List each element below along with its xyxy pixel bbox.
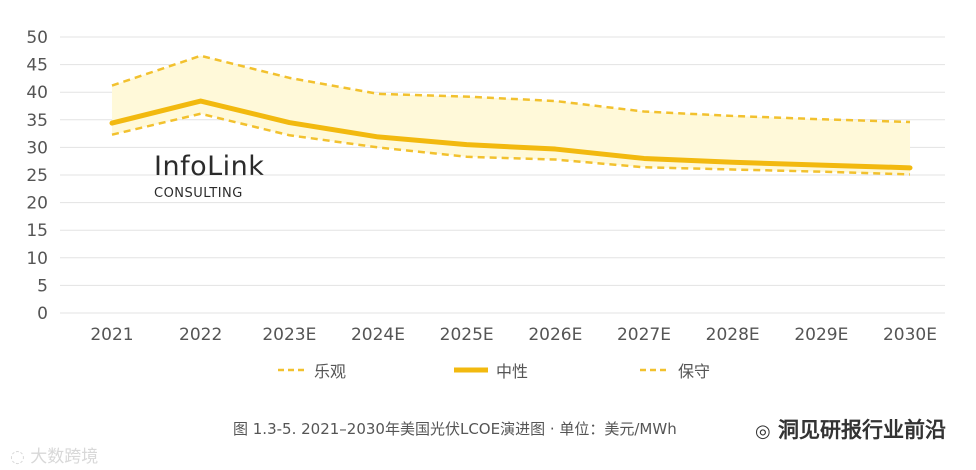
watermark-right-text: 洞见研报行业前沿 bbox=[778, 418, 946, 442]
legend-item-neutral: 中性 bbox=[454, 358, 528, 382]
legend-dashed-swatch bbox=[640, 368, 670, 372]
legend-label: 乐观 bbox=[314, 362, 347, 381]
watermark-left-text: 大数跨境 bbox=[30, 447, 99, 467]
x-tick-label: 2024E bbox=[351, 325, 405, 345]
y-tick-label: 50 bbox=[26, 28, 48, 48]
series-line-2 bbox=[111, 54, 911, 124]
y-tick-label: 25 bbox=[26, 166, 48, 186]
x-tick-label: 2027E bbox=[617, 325, 671, 345]
y-tick-label: 45 bbox=[26, 56, 48, 76]
x-tick-label: 2025E bbox=[440, 325, 494, 345]
y-tick-label: 10 bbox=[26, 249, 48, 269]
infolink-logo: InfoLink CONSULTING bbox=[154, 151, 265, 202]
y-tick-label: 20 bbox=[26, 194, 48, 214]
legend-dashed-swatch bbox=[278, 368, 308, 372]
figure-caption: 图 1.3-5. 2021–2030年美国光伏LCOE演进图 · 单位：美元/M… bbox=[233, 420, 677, 438]
legend-item-optimistic: 乐观 bbox=[278, 358, 346, 382]
watermark-left: ◌ 大数跨境 bbox=[10, 442, 98, 467]
y-tick-label: 30 bbox=[26, 138, 48, 158]
y-tick-label: 0 bbox=[37, 304, 48, 324]
y-tick-label: 5 bbox=[37, 276, 48, 296]
x-tick-label: 2029E bbox=[794, 325, 848, 345]
y-tick-label: 35 bbox=[26, 111, 48, 131]
x-tick-label: 2021 bbox=[90, 325, 133, 345]
legend: 乐观 中性 保守 bbox=[0, 358, 976, 382]
x-tick-label: 2028E bbox=[706, 325, 760, 345]
legend-solid-swatch bbox=[454, 367, 488, 373]
x-axis-ticks: 2021 2022 2023E 2024E 2025E 2026E 2027E 2028E 20… bbox=[90, 325, 937, 345]
logo-sub-text: CONSULTING bbox=[154, 186, 243, 201]
series-line-1 bbox=[109, 98, 913, 171]
y-tick-label: 40 bbox=[26, 83, 48, 103]
x-tick-label: 2026E bbox=[528, 325, 582, 345]
x-tick-label: 2022 bbox=[179, 325, 222, 345]
logo-main-text: InfoLink bbox=[154, 151, 265, 182]
gridlines bbox=[60, 36, 945, 314]
scenario-band bbox=[112, 55, 910, 175]
series-line-0 bbox=[111, 112, 911, 176]
ring-icon: ◌ bbox=[10, 447, 25, 467]
legend-item-conservative: 保守 bbox=[640, 358, 710, 382]
series-lines bbox=[109, 54, 913, 176]
x-tick-label: 2030E bbox=[883, 325, 937, 345]
watermark-right: ◎ 洞见研报行业前沿 bbox=[755, 414, 946, 444]
wechat-icon: ◎ bbox=[754, 421, 771, 442]
scenario-band-area bbox=[112, 55, 910, 175]
legend-label: 中性 bbox=[496, 362, 529, 381]
y-tick-label: 15 bbox=[26, 221, 48, 241]
x-tick-label: 2023E bbox=[262, 325, 316, 345]
legend-label: 保守 bbox=[678, 362, 711, 381]
y-axis-ticks: 0 5 10 15 20 25 30 35 40 45 50 bbox=[26, 28, 48, 324]
